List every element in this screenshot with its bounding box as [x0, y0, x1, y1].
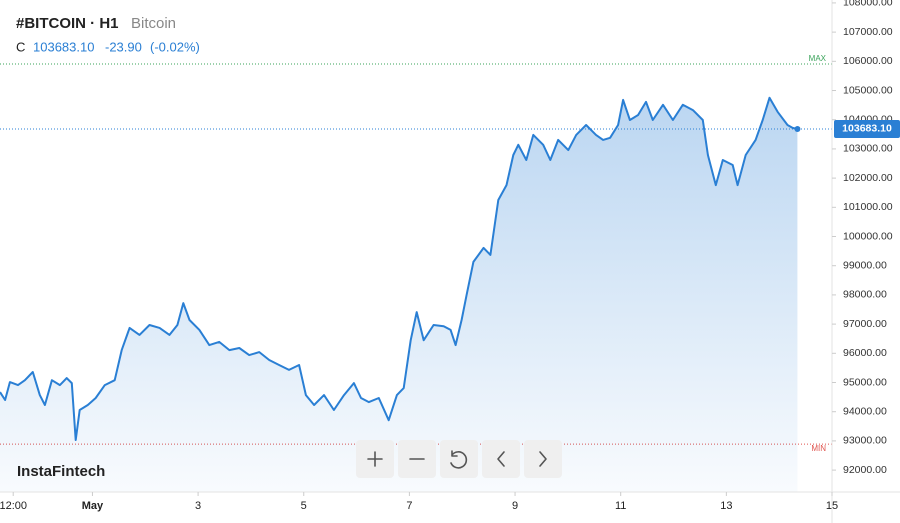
plot-area: MAX MIN	[0, 54, 832, 493]
y-tick-label: 97000.00	[843, 318, 887, 330]
quote-change: -23.90	[105, 39, 142, 54]
zoom-controls	[356, 440, 562, 478]
quote-close: 103683.10	[33, 39, 94, 54]
right-icon	[539, 451, 547, 467]
quote-label: C	[16, 39, 25, 54]
y-tick-label: 101000.00	[843, 201, 893, 213]
x-tick-label: 5	[301, 500, 307, 512]
quote-change-pct: (-0.02%)	[150, 39, 200, 54]
y-tick-label: 93000.00	[843, 435, 887, 447]
price-line	[0, 96, 798, 441]
min-line-label: MIN	[811, 444, 826, 453]
chart-subtitle: Bitcoin	[131, 15, 176, 32]
y-tick-label: 102000.00	[843, 172, 893, 184]
x-tick-label: 13	[720, 500, 732, 512]
last-price-tag	[834, 119, 900, 138]
y-tick-label: 108000.00	[843, 0, 893, 9]
watermark: InstaFintech	[17, 463, 105, 480]
left-icon	[497, 451, 505, 467]
x-tick-label: 12:00	[0, 500, 27, 512]
x-tick-label: 9	[512, 500, 518, 512]
y-tick-label: 106000.00	[843, 55, 893, 67]
last-price-dot	[794, 125, 801, 132]
scroll-left-button[interactable]	[482, 440, 520, 478]
last-price-tag-label: 103683.10	[842, 123, 892, 135]
y-tick-label: 107000.00	[843, 26, 893, 38]
x-tick-label: 15	[826, 500, 838, 512]
y-tick-label: 105000.00	[843, 84, 893, 96]
y-tick-label: 98000.00	[843, 289, 887, 301]
x-tick-label: May	[82, 500, 104, 512]
reset-button[interactable]	[440, 440, 478, 478]
y-tick-label: 95000.00	[843, 376, 887, 388]
plus-icon	[367, 451, 383, 467]
y-tick-label: 94000.00	[843, 405, 887, 417]
chart-title: #BITCOIN · H1	[16, 15, 119, 32]
x-tick-label: 3	[195, 500, 201, 512]
x-tick-label: 7	[406, 500, 412, 512]
y-tick-label: 92000.00	[843, 464, 887, 476]
y-tick-label: 100000.00	[843, 230, 893, 242]
y-tick-label: 103000.00	[843, 143, 893, 155]
x-tick-label: 11	[615, 500, 626, 512]
y-tick-label: 96000.00	[843, 347, 887, 359]
max-line-label: MAX	[809, 54, 827, 63]
scroll-right-button[interactable]	[524, 440, 562, 478]
area-fill	[0, 97, 798, 493]
reset-icon	[450, 450, 468, 469]
y-tick-label: 99000.00	[843, 259, 887, 271]
